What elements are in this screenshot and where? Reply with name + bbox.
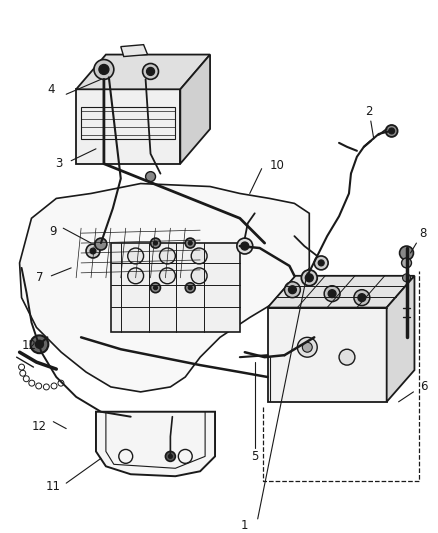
Circle shape (185, 238, 195, 248)
Polygon shape (387, 276, 414, 402)
Circle shape (285, 282, 300, 297)
Polygon shape (268, 308, 387, 402)
Circle shape (302, 342, 312, 352)
Circle shape (188, 286, 192, 290)
Bar (111, 243, 240, 333)
Circle shape (145, 172, 155, 182)
Circle shape (166, 451, 175, 462)
Circle shape (386, 125, 398, 137)
Polygon shape (121, 45, 148, 56)
Text: 11: 11 (46, 480, 61, 492)
Text: 8: 8 (420, 227, 427, 240)
Polygon shape (180, 54, 210, 164)
Circle shape (289, 286, 297, 294)
Text: 4: 4 (48, 83, 55, 96)
Circle shape (301, 270, 317, 286)
Circle shape (86, 244, 100, 258)
Circle shape (241, 242, 249, 250)
Text: 12: 12 (22, 339, 37, 352)
Polygon shape (268, 276, 414, 308)
Text: 7: 7 (35, 271, 43, 284)
Text: 10: 10 (270, 159, 285, 172)
Circle shape (143, 63, 159, 79)
Circle shape (128, 268, 144, 284)
Circle shape (153, 286, 158, 290)
Circle shape (389, 128, 395, 134)
Circle shape (399, 246, 413, 260)
Circle shape (94, 60, 114, 79)
Circle shape (318, 260, 324, 266)
Text: 6: 6 (420, 381, 427, 393)
Polygon shape (76, 90, 180, 164)
Circle shape (90, 248, 96, 254)
Circle shape (339, 349, 355, 365)
Text: 3: 3 (56, 157, 63, 170)
Circle shape (358, 294, 366, 302)
Polygon shape (96, 411, 215, 476)
Circle shape (191, 248, 207, 264)
Circle shape (324, 286, 340, 302)
Circle shape (403, 274, 410, 282)
Circle shape (151, 283, 160, 293)
Circle shape (31, 335, 48, 353)
Circle shape (159, 248, 175, 264)
Circle shape (237, 238, 253, 254)
Text: 5: 5 (251, 450, 258, 463)
Circle shape (297, 337, 317, 357)
Bar (81, 107, 175, 139)
Circle shape (314, 256, 328, 270)
Text: 12: 12 (32, 420, 47, 433)
Circle shape (354, 290, 370, 305)
Circle shape (168, 455, 173, 458)
Circle shape (128, 248, 144, 264)
Circle shape (328, 290, 336, 297)
Polygon shape (20, 183, 309, 392)
Text: 9: 9 (49, 225, 57, 238)
Circle shape (99, 64, 109, 75)
Text: 1: 1 (241, 519, 248, 532)
Circle shape (402, 258, 411, 268)
Circle shape (188, 241, 192, 245)
Circle shape (153, 241, 158, 245)
Polygon shape (76, 54, 210, 90)
Text: 2: 2 (365, 104, 373, 118)
Circle shape (191, 268, 207, 284)
Circle shape (35, 340, 43, 348)
Circle shape (151, 238, 160, 248)
Circle shape (305, 274, 313, 282)
Circle shape (185, 283, 195, 293)
Circle shape (95, 238, 107, 250)
Circle shape (159, 268, 175, 284)
Circle shape (147, 68, 155, 75)
